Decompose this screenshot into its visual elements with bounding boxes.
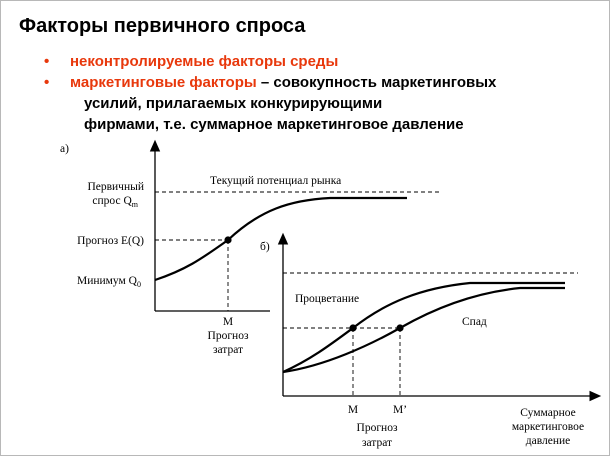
primary-demand-label-1: Первичный: [87, 181, 144, 193]
primary-demand-subscript: m: [132, 200, 139, 209]
bullet-highlight: неконтролируемые факторы среды: [70, 53, 339, 70]
diagram-a-m-label: M: [223, 316, 233, 328]
decline-point: [396, 324, 404, 332]
potential-label: Текущий потенциал рынка: [210, 175, 341, 187]
prosperity-point: [349, 324, 357, 332]
diagram-b-m-label: M: [348, 404, 358, 416]
primary-demand-text: спрос Q: [92, 195, 132, 207]
bullet-marker: •: [44, 53, 50, 70]
bullet-highlight: маркетинговые факторы: [70, 74, 257, 91]
axis-caption-line-1: Суммарное: [520, 407, 575, 419]
bullet-marker: •: [44, 74, 50, 91]
diagram-a-costs-label: затрат: [213, 344, 243, 356]
minimum-text: Минимум Q: [77, 275, 138, 287]
bullet-continuation-line: фирмами, т.е. суммарное маркетинговое да…: [84, 116, 464, 133]
demand-curve: [154, 196, 407, 282]
bullet-list: • неконтролируемые факторы среды • марке…: [44, 51, 604, 135]
bullet-item-environment: • неконтролируемые факторы среды: [44, 51, 604, 72]
diagram-a-forecast-label: Прогноз: [208, 330, 249, 342]
bullet-continuation-line: усилий, прилагаемых конкурирующими: [84, 95, 383, 112]
diagram-b-tag: б): [260, 241, 270, 253]
slide-title: Факторы первичного спроса: [19, 15, 306, 37]
axis-caption-line-3: давление: [526, 435, 571, 447]
axis-caption-line-2: маркетинговое: [512, 421, 584, 433]
bullet-item-marketing: • маркетинговые факторы – совокупность м…: [44, 72, 604, 93]
decline-label: Спад: [462, 316, 487, 328]
forecast-point: [224, 236, 232, 244]
minimum-subscript: 0: [137, 280, 141, 289]
forecast-label: Прогноз E(Q): [77, 235, 144, 247]
diagram-b-m-prime-label: M’: [393, 404, 407, 416]
prosperity-curve: [282, 281, 565, 374]
minimum-label: Минимум Q0: [77, 275, 141, 289]
prosperity-label: Процветание: [295, 293, 359, 305]
diagram-b-forecast-label: Прогноз: [357, 422, 398, 434]
diagram-b: б) Процветание Спад M M’ Прогноз затрат …: [260, 232, 602, 449]
bullet-text: – совокупность маркетинговых: [256, 74, 497, 91]
diagram-b-costs-label: затрат: [362, 437, 392, 449]
diagram-a: а) Текущий потенциал рынка Первичный спр…: [60, 139, 440, 356]
primary-demand-label-2: спрос Qm: [92, 195, 138, 209]
diagram-a-tag: а): [60, 143, 69, 155]
